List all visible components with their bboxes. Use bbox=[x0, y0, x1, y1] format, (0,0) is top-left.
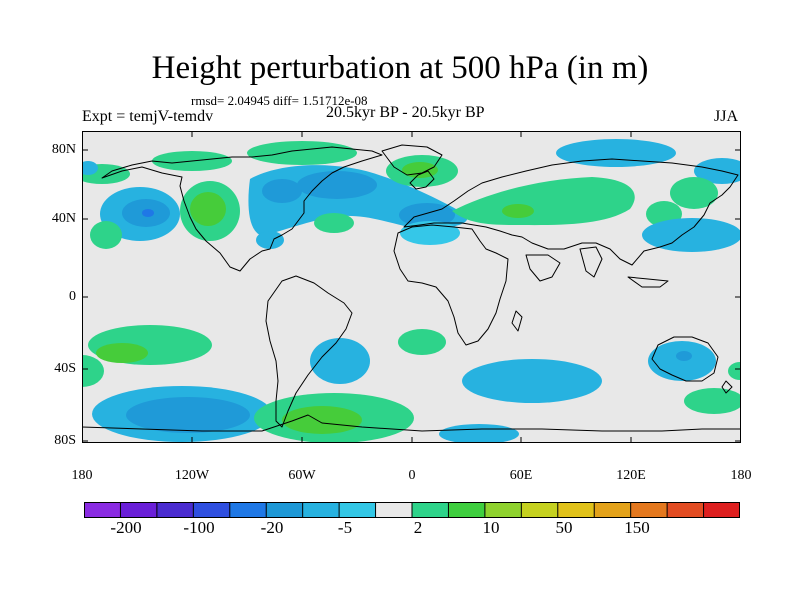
x-tick-label: 60W bbox=[288, 468, 316, 483]
anomaly-blob bbox=[400, 221, 460, 245]
eurasia-outline bbox=[403, 158, 739, 266]
anomaly-blob bbox=[314, 213, 354, 233]
colorbar-swatch bbox=[375, 502, 413, 518]
arabia-outline bbox=[525, 254, 561, 282]
colorbar-swatch bbox=[521, 502, 559, 518]
season-label: JJA bbox=[714, 108, 739, 125]
anomaly-field bbox=[82, 139, 741, 443]
colorbar-label: -20 bbox=[260, 518, 284, 537]
colorbar-frame bbox=[84, 502, 740, 518]
y-tick-label: 80N bbox=[51, 142, 76, 157]
anomaly-blob bbox=[684, 388, 741, 414]
colorbar-swatch bbox=[448, 502, 486, 518]
australia-outline bbox=[651, 336, 719, 382]
x-tick-label: 120W bbox=[174, 468, 210, 483]
colorbar-swatch bbox=[630, 502, 668, 518]
x-tick-label: 180 bbox=[71, 468, 93, 483]
colorbar bbox=[84, 502, 740, 518]
anomaly-blob bbox=[648, 341, 716, 381]
colorbar-label: -100 bbox=[183, 518, 215, 537]
anomaly-blob bbox=[728, 362, 741, 380]
colorbar-label: -5 bbox=[337, 518, 353, 537]
anomaly-blob bbox=[282, 406, 362, 434]
x-tick-label: 0 bbox=[408, 468, 416, 483]
colorbar-swatch bbox=[84, 502, 121, 518]
indonesia-outline bbox=[627, 276, 669, 288]
anomaly-blob bbox=[90, 221, 122, 249]
period-label: 20.5kyr BP - 20.5kyr BP bbox=[326, 104, 485, 121]
north-america-outline bbox=[101, 146, 383, 272]
madagascar-outline bbox=[511, 310, 523, 332]
anomaly-blob bbox=[262, 179, 302, 203]
anomaly-blob bbox=[642, 218, 741, 252]
colorbar-swatch bbox=[667, 502, 704, 518]
map-frame bbox=[82, 131, 741, 443]
anomaly-blob bbox=[142, 209, 154, 217]
anomaly-blob bbox=[96, 343, 148, 363]
colorbar-swatch bbox=[156, 502, 194, 518]
scandinavia-outline bbox=[409, 170, 435, 190]
colorbar-swatch bbox=[193, 502, 231, 518]
anomaly-blob bbox=[556, 139, 676, 167]
colorbar-label: 50 bbox=[555, 518, 573, 537]
colorbar-swatch bbox=[120, 502, 158, 518]
anomaly-blob bbox=[82, 355, 104, 387]
x-tick-label: 60E bbox=[509, 468, 533, 483]
colorbar-swatch bbox=[594, 502, 631, 518]
anomaly-blob bbox=[126, 397, 250, 433]
anomaly-blob bbox=[694, 158, 741, 184]
colorbar-label: 10 bbox=[482, 518, 500, 537]
anomaly-blob bbox=[297, 171, 377, 199]
x-tick-label: 180 bbox=[730, 468, 752, 483]
anomaly-blob bbox=[670, 177, 718, 209]
new-zealand-outline bbox=[721, 380, 733, 394]
colorbar-swatch bbox=[703, 502, 740, 518]
colorbar-swatch bbox=[229, 502, 267, 518]
anomaly-blob bbox=[190, 192, 226, 226]
anomaly-blob bbox=[452, 177, 635, 226]
antarctica-outline bbox=[82, 414, 741, 432]
colorbar-label: 2 bbox=[413, 518, 423, 537]
colorbar-swatch bbox=[557, 502, 595, 518]
south-america-outline bbox=[265, 275, 353, 428]
colorbar-swatch bbox=[339, 502, 376, 518]
anomaly-blob bbox=[462, 359, 602, 403]
greenland-outline bbox=[381, 144, 443, 176]
colorbar-label: -200 bbox=[110, 518, 142, 537]
height-perturbation-map bbox=[82, 131, 741, 443]
experiment-label: Expt = temjV-temdv bbox=[82, 108, 214, 125]
coastlines bbox=[82, 144, 741, 432]
anomaly-blob bbox=[502, 204, 534, 218]
colorbar-swatch bbox=[484, 502, 522, 518]
anomaly-blob bbox=[82, 161, 98, 175]
africa-outline bbox=[393, 224, 509, 346]
y-tick-label: 80S bbox=[54, 433, 76, 448]
colorbar-label: 150 bbox=[624, 518, 650, 537]
anomaly-blob bbox=[398, 329, 446, 355]
colorbar-swatch bbox=[412, 502, 449, 518]
anomaly-blob bbox=[247, 141, 357, 165]
anomaly-blob bbox=[676, 351, 692, 361]
colorbar-swatch bbox=[266, 502, 303, 518]
anomaly-blob bbox=[256, 231, 284, 249]
colorbar-swatch bbox=[302, 502, 340, 518]
plot-title: Height perturbation at 500 hPa (in m) bbox=[151, 50, 649, 86]
anomaly-blob bbox=[402, 162, 438, 178]
y-tick-label: 40N bbox=[51, 211, 76, 226]
india-outline bbox=[579, 246, 603, 278]
anomaly-blob bbox=[310, 338, 370, 384]
x-tick-label: 120E bbox=[616, 468, 646, 483]
y-tick-label: 40S bbox=[54, 361, 76, 376]
rmsd-diff-stats: rmsd= 2.04945 diff= 1.51712e-08 bbox=[191, 93, 368, 108]
y-tick-label: 0 bbox=[69, 289, 76, 304]
